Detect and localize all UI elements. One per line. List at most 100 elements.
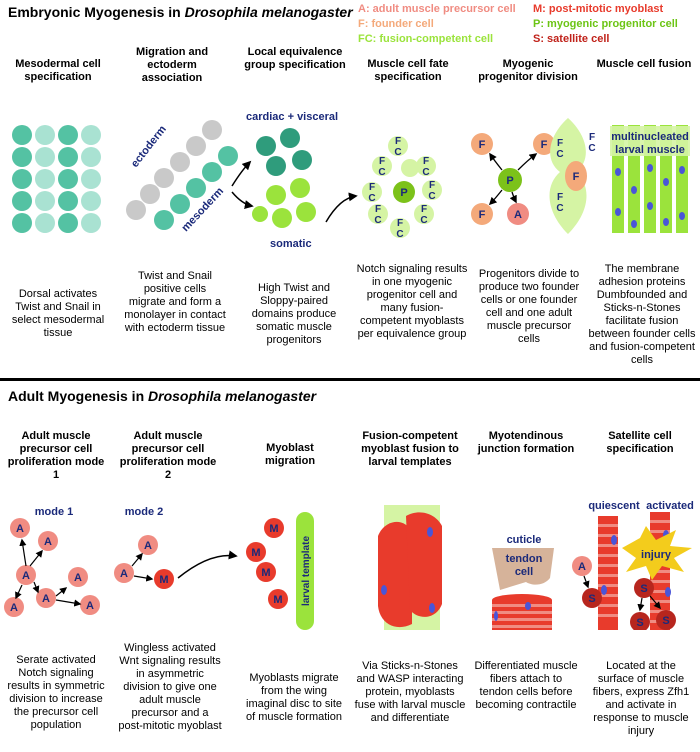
- fusion-cell-shape: F FC FC FC: [549, 118, 596, 234]
- division-f: F: [479, 139, 486, 151]
- fc-c: C: [394, 147, 401, 158]
- cell-m: M: [269, 523, 278, 535]
- adult-col-title-3: Myoblast migration: [264, 442, 316, 467]
- proliferation-mode-1: mode 1 A A A A A A A: [4, 506, 100, 617]
- activated-label: activated: [646, 500, 694, 512]
- cell-a: A: [22, 570, 30, 582]
- division-p: P: [506, 175, 513, 187]
- adult-col-desc-6: Located at the surface of muscle fibers,…: [592, 660, 690, 737]
- larval-muscle: multinucleated larval muscle: [610, 125, 690, 233]
- fc-c: C: [420, 215, 427, 226]
- emb-col-desc-2: Twist and Snail positive cells migrate a…: [124, 270, 226, 334]
- embryonic-section-title: Embryonic Myogenesis in Drosophila melan…: [8, 4, 353, 20]
- fc-c: C: [374, 215, 381, 226]
- emb-col-desc-5: Progenitors divide to produce two founde…: [478, 268, 580, 345]
- emb-col-desc-4: Notch signaling results in one myogenic …: [356, 263, 468, 340]
- cell-a: A: [144, 540, 152, 552]
- tendon-label: tendon: [506, 553, 543, 565]
- legend-s: S: satellite cell: [533, 33, 610, 45]
- emb-col-title-1: Mesodermal cell specification: [15, 58, 101, 83]
- fc-c: C: [368, 193, 375, 204]
- equivalence-groups: cardiac + visceral somatic: [231, 111, 358, 250]
- cardiac-visceral-label: cardiac + visceral: [246, 111, 338, 123]
- embryonic-illustrations: ectoderm mesoderm cardiac + visceral som…: [12, 111, 690, 250]
- division-f: F: [541, 139, 548, 151]
- cell-a: A: [42, 593, 50, 605]
- adult-col-desc-3: Myoblasts migrate from the wing imaginal…: [246, 672, 342, 723]
- fc-f: F: [423, 156, 429, 167]
- cell-s: S: [636, 617, 643, 629]
- quiescent-label: quiescent: [588, 500, 640, 512]
- fusion-f: F: [573, 171, 580, 183]
- cell-a: A: [86, 600, 94, 612]
- emb-col-title-2: Migration and ectoderm association: [135, 46, 209, 84]
- legend-fc: FC: fusion-competent cell: [358, 33, 494, 45]
- fusion-fc: F: [557, 138, 563, 149]
- emb-col-title-5: Myogenic progenitor division: [478, 58, 578, 83]
- multinucleated-label: multinucleated: [611, 131, 689, 143]
- template-fusion: [378, 505, 442, 630]
- fc-c: C: [428, 191, 435, 202]
- emb-col-title-3: Local equivalence group specification: [244, 46, 346, 71]
- fc-f: F: [369, 182, 375, 193]
- ectoderm-label: ectoderm: [129, 123, 169, 170]
- myoblast-migration: M M M M larval template: [246, 512, 314, 630]
- emb-col-title-6: Muscle cell fusion: [596, 58, 692, 70]
- larval-template-label: larval template: [301, 536, 312, 606]
- emb-col-title-4: Muscle cell fate specification: [367, 58, 449, 83]
- mesodermal-cell-grid: [12, 125, 101, 233]
- progenitor-division: P F F F A: [471, 133, 555, 225]
- somatic-label: somatic: [270, 238, 312, 250]
- cell-label: cell: [515, 566, 533, 578]
- fusion-fc: C: [556, 149, 563, 160]
- cell-a: A: [44, 536, 52, 548]
- cell-m: M: [261, 567, 270, 579]
- mode2-label: mode 2: [125, 506, 164, 518]
- adult-col-title-2: Adult muscle precursor cell proliferatio…: [119, 430, 217, 481]
- fusion-fc: C: [588, 143, 595, 154]
- cuticle-label: cuticle: [507, 534, 542, 546]
- fc-f: F: [379, 156, 385, 167]
- ectoderm-mesoderm-cells: ectoderm mesoderm: [126, 120, 238, 234]
- adult-col-title-4: Fusion-competent myoblast fusion to larv…: [361, 430, 459, 468]
- legend-a: A: adult muscle precursor cell: [358, 3, 516, 15]
- injury-label: injury: [641, 549, 672, 561]
- progenitor-p-label: P: [400, 187, 407, 199]
- myotendinous-junction: cuticle tendon cell: [492, 534, 554, 630]
- cell-a: A: [578, 561, 586, 573]
- legend-f: F: founder cell: [358, 18, 434, 30]
- fc-f: F: [375, 204, 381, 215]
- proliferation-mode-2: mode 2 A A M: [114, 506, 238, 589]
- larval-muscle-label: larval muscle: [615, 144, 685, 156]
- adult-illustrations: mode 1 A A A A A A A mode 2 A A M: [4, 500, 694, 630]
- fusion-fc: F: [557, 192, 563, 203]
- fc-f: F: [429, 180, 435, 191]
- fc-f: F: [421, 204, 427, 215]
- fusion-fc: F: [589, 132, 595, 143]
- adult-col-desc-2: Wingless activated Wnt signaling results…: [118, 642, 222, 732]
- fc-f: F: [395, 136, 401, 147]
- cell-a: A: [10, 602, 18, 614]
- mode1-label: mode 1: [35, 506, 74, 518]
- cell-s: S: [662, 615, 669, 627]
- adult-col-desc-5: Differentiated muscle fibers attach to t…: [474, 660, 578, 711]
- adult-col-title-1: Adult muscle precursor cell proliferatio…: [7, 430, 105, 481]
- adult-col-desc-1: Serate activated Notch signaling results…: [7, 654, 105, 731]
- emb-col-desc-6: The membrane adhesion proteins Dumbfound…: [588, 263, 696, 366]
- adult-col-desc-4: Via Sticks-n-Stones and WASP interacting…: [354, 660, 466, 724]
- adult-col-title-6: Satellite cell specification: [606, 430, 674, 455]
- adult-section-title: Adult Myogenesis in Drosophila melanogas…: [8, 388, 317, 404]
- cell-a: A: [120, 568, 128, 580]
- emb-col-desc-1: Dorsal activates Twist and Snail in sele…: [11, 288, 105, 339]
- legend-p: P: myogenic progenitor cell: [533, 18, 678, 30]
- adult-col-title-5: Myotendinous junction formation: [477, 430, 575, 455]
- cell-m: M: [273, 594, 282, 606]
- cell-a: A: [74, 572, 82, 584]
- legend-m: M: post-mitotic myoblast: [533, 3, 664, 15]
- satellite-cells: quiescent activated injury A S S S S: [572, 500, 694, 630]
- cell-s: S: [588, 593, 595, 605]
- division-a: A: [514, 209, 522, 221]
- fate-specification-cluster: P FC FC FC FC FC FC FC FC: [362, 136, 442, 240]
- cell-m: M: [159, 574, 168, 586]
- fc-f: F: [397, 218, 403, 229]
